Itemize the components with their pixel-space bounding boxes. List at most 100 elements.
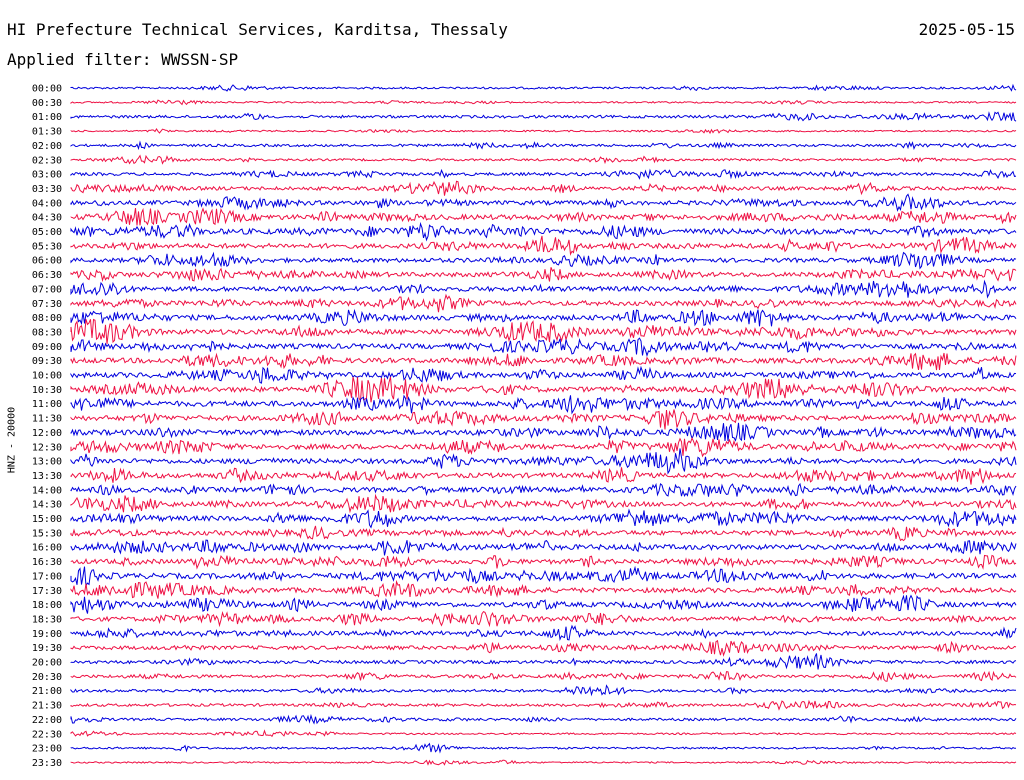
time-tick-label: 07:00	[32, 284, 62, 295]
seismic-trace	[70, 251, 1017, 270]
time-tick-label: 06:00	[32, 256, 62, 267]
seismic-trace	[70, 83, 1017, 92]
seismic-trace	[70, 221, 1017, 242]
seismic-trace	[70, 180, 1017, 196]
station-title: HI Prefecture Technical Services, Kardit…	[7, 20, 508, 39]
seismic-trace	[70, 279, 1017, 299]
seismic-trace	[70, 684, 1016, 697]
seismic-trace	[70, 394, 1017, 415]
time-tick-label: 01:00	[32, 112, 62, 123]
seismic-trace	[70, 436, 1017, 458]
time-tick-label: 17:30	[32, 586, 62, 597]
seismic-trace	[70, 337, 1017, 358]
seismic-trace	[70, 759, 1017, 766]
seismic-trace	[70, 111, 1017, 122]
time-tick-label: 02:00	[32, 141, 62, 152]
seismic-trace	[70, 128, 1017, 135]
seismic-trace	[70, 140, 1017, 151]
time-tick-label: 13:30	[32, 471, 62, 482]
seismic-trace	[70, 154, 1017, 165]
time-tick-label: 12:00	[32, 428, 62, 439]
time-tick-label: 08:00	[32, 313, 62, 324]
time-tick-label: 02:30	[32, 155, 62, 166]
time-tick-label: 16:00	[32, 543, 62, 554]
time-tick-label: 13:00	[32, 457, 62, 468]
seismic-trace	[70, 467, 1017, 485]
time-tick-label: 00:30	[32, 98, 62, 109]
time-tick-label: 04:00	[32, 198, 62, 209]
seismic-trace	[70, 565, 1017, 588]
time-tick-label: 20:30	[32, 672, 62, 683]
time-tick-label: 05:30	[32, 241, 62, 252]
time-tick-label: 09:00	[32, 342, 62, 353]
seismic-trace	[70, 99, 1017, 106]
time-tick-label: 21:00	[32, 686, 62, 697]
seismic-trace	[70, 376, 1017, 403]
time-tick-label: 08:30	[32, 327, 62, 338]
time-tick-label: 20:00	[32, 658, 62, 669]
seismic-trace	[70, 610, 1017, 628]
time-tick-label: 19:30	[32, 643, 62, 654]
time-tick-label: 15:30	[32, 528, 62, 539]
seismic-trace	[70, 713, 1017, 725]
seismic-trace	[70, 482, 1017, 498]
time-tick-label: 12:30	[32, 442, 62, 453]
seismic-trace	[70, 508, 1017, 529]
seismic-trace	[70, 525, 1017, 542]
time-tick-label: 09:30	[32, 356, 62, 367]
time-tick-label: 11:00	[32, 399, 62, 410]
seismic-trace	[70, 448, 1017, 475]
time-tick-label: 17:00	[32, 571, 62, 582]
time-tick-label: 06:30	[32, 270, 62, 281]
time-tick-label: 10:00	[32, 371, 62, 382]
time-tick-label: 05:00	[32, 227, 62, 238]
seismic-trace	[70, 594, 1017, 614]
time-tick-label: 18:30	[32, 614, 62, 625]
seismic-trace	[70, 729, 1017, 738]
seismic-trace	[70, 318, 1017, 344]
time-tick-label: 03:30	[32, 184, 62, 195]
seismic-trace	[70, 653, 1017, 670]
time-tick-label: 21:30	[32, 701, 62, 712]
filter-label: Applied filter: WWSSN-SP	[7, 50, 239, 69]
time-tick-label: 04:30	[32, 213, 62, 224]
seismic-trace	[70, 352, 1017, 371]
time-tick-label: 23:00	[32, 744, 62, 755]
plot-date: 2025-05-15	[918, 20, 1015, 39]
time-tick-label: 11:30	[32, 414, 62, 425]
seismic-trace	[70, 409, 1017, 430]
time-tick-label: 01:30	[32, 127, 62, 138]
seismic-trace	[70, 579, 1017, 599]
time-tick-label: 18:00	[32, 600, 62, 611]
seismic-trace	[70, 670, 1017, 682]
seismic-trace	[70, 308, 1017, 327]
time-tick-label: 10:30	[32, 385, 62, 396]
seismic-trace	[70, 742, 1017, 754]
time-tick-label: 07:30	[32, 299, 62, 310]
time-tick-label: 19:00	[32, 629, 62, 640]
time-tick-label: 14:00	[32, 485, 62, 496]
seismic-trace	[70, 422, 1017, 442]
seismic-trace	[70, 207, 1017, 226]
time-tick-label: 22:00	[32, 715, 62, 726]
time-tick-label: 15:00	[32, 514, 62, 525]
seismic-trace	[70, 624, 1017, 642]
time-tick-label: 16:30	[32, 557, 62, 568]
seismic-trace	[70, 168, 1017, 180]
seismic-trace	[70, 267, 1017, 283]
seismic-trace	[70, 193, 1017, 212]
time-tick-label: 22:30	[32, 729, 62, 740]
seismic-trace	[70, 639, 1017, 657]
seismic-trace	[70, 235, 1017, 256]
seismic-trace	[70, 554, 1017, 570]
time-tick-label: 03:00	[32, 170, 62, 181]
seismic-trace	[70, 539, 1017, 556]
time-tick-label: 00:00	[32, 84, 62, 95]
seismic-trace	[70, 699, 1017, 711]
seismic-trace	[70, 293, 1017, 313]
time-tick-label: 14:30	[32, 500, 62, 511]
time-tick-label: 23:30	[32, 758, 62, 769]
seismic-trace	[70, 365, 1017, 384]
seismic-trace	[70, 493, 1017, 514]
